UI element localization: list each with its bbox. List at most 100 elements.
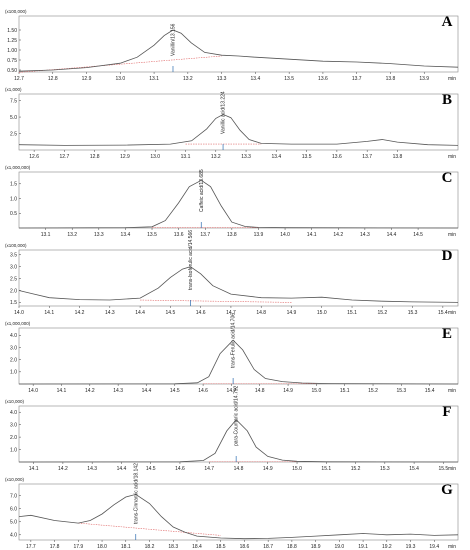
x-tick-label: 14.4 (117, 466, 127, 472)
x-tick-label: 13.1 (41, 232, 51, 238)
panel-e: (x1,000,000) 1.0 2.0 3.0 4.0 14.0 14.1 14.2 14.3… (5, 313, 459, 394)
x-tick-label: 13.4 (121, 232, 131, 238)
x-tick-label: 14.6 (196, 310, 206, 316)
y-tick-label: 3.0 (10, 264, 17, 270)
y-tick-label: 0.75 (7, 58, 17, 64)
x-tick-label: 13.6 (174, 232, 184, 238)
y-tick-label: 2.0 (10, 288, 17, 294)
x-tick-label: 14.9 (263, 466, 273, 472)
x-tick-label: 13.5 (284, 76, 294, 82)
y-tick-label: 1.00 (7, 48, 17, 54)
x-tick-label: 15.0 (312, 388, 322, 394)
x-tick-label: 15.0 (317, 310, 327, 316)
x-unit-label: min (448, 232, 456, 238)
panel-d: (x100,000) 1.5 2.0 2.5 3.0 3.5 14.0 14.1 14.2 14.… (5, 230, 459, 316)
x-tick-label: 15.2 (351, 466, 361, 472)
x-tick-label: 15.4 (425, 388, 435, 394)
x-tick-label: 13.2 (211, 154, 221, 160)
y-tick-label: 7.5 (10, 98, 17, 104)
x-tick-label: 12.7 (14, 76, 24, 82)
x-tick-label: 13.7 (352, 76, 362, 82)
y-tick-label: 2.0 (10, 435, 17, 441)
y-scale-label: (x1,000) (5, 87, 22, 92)
x-tick-label: 15.3 (396, 388, 406, 394)
y-tick-label: 7.0 (10, 494, 17, 500)
integration-baseline (140, 299, 292, 303)
x-tick-label: 14.7 (226, 310, 236, 316)
peak-label: trans-Cinnamic acid/18.142 (133, 463, 139, 524)
plot-frame (18, 93, 459, 151)
x-unit-label: min (448, 76, 456, 82)
y-scale-label: (x10,000) (5, 477, 25, 482)
x-unit-label: min (448, 154, 456, 160)
x-tick-label: 14.2 (333, 232, 343, 238)
chromatogram-trace (18, 113, 459, 146)
y-tick-label: 3.0 (10, 345, 17, 351)
y-tick-label: 1.0 (10, 370, 17, 376)
x-tick-label: 12.9 (120, 154, 130, 160)
x-tick-label: 14.5 (166, 310, 176, 316)
peak-label: para-Coumaric acid/14.792 (234, 385, 240, 446)
x-tick-label: 18.5 (216, 544, 226, 550)
x-tick-label: 14.1 (29, 466, 39, 472)
y-tick-label: 0.5 (10, 211, 17, 217)
x-unit-label: min (448, 388, 456, 394)
x-tick-label: 13.6 (332, 154, 342, 160)
chromatogram-trace (18, 339, 459, 385)
panel-letter: B (442, 92, 452, 108)
plot-frame (18, 483, 459, 541)
x-tick-label: 14.8 (256, 310, 266, 316)
x-tick-label: 13.0 (115, 76, 125, 82)
x-tick-label: 18.2 (145, 544, 155, 550)
x-tick-label: 13.9 (254, 232, 264, 238)
x-tick-label: 14.1 (44, 310, 54, 316)
y-tick-label: 2.5 (10, 276, 17, 282)
peak-label: trans-Ferulic acid/14.706 (231, 313, 237, 368)
x-tick-label: 13.0 (150, 154, 160, 160)
x-tick-label: 18.3 (168, 544, 178, 550)
x-tick-label: 14.2 (85, 388, 95, 394)
y-tick-label: 1.50 (7, 28, 17, 34)
y-tick-label: 2.0 (10, 357, 17, 363)
panel-f: (x10,000) 1.0 2.0 3.0 4.0 14.1 14.2 14.3 14.4 14.… (5, 385, 459, 472)
x-tick-label: 13.6 (318, 76, 328, 82)
y-tick-label: 3.0 (10, 422, 17, 428)
panel-a: (x100,000) 0.50 0.75 1.00 1.25 1.50 12.7 12.8 12… (5, 9, 459, 82)
x-tick-label: 14.0 (280, 232, 290, 238)
x-tick-label: 14.7 (227, 388, 237, 394)
peak-label: Caffeic acid/13.685 (199, 169, 205, 212)
panel-letter: A (442, 14, 453, 30)
x-tick-label: 15.3 (408, 310, 418, 316)
x-tick-label: 18.6 (240, 544, 250, 550)
x-tick-label: 12.9 (82, 76, 92, 82)
y-scale-label: (x10,000) (5, 399, 25, 404)
x-tick-label: 19.4 (429, 544, 439, 550)
y-tick-label: 4.0 (10, 410, 17, 416)
x-tick-label: 13.4 (271, 154, 281, 160)
x-tick-label: 13.2 (67, 232, 77, 238)
panel-b: (x1,000) 2.5 5.0 7.5 12.6 12.7 12.8 12.9 13.0 13.… (5, 87, 459, 160)
x-tick-label: 14.4 (387, 232, 397, 238)
x-tick-label: 12.7 (60, 154, 70, 160)
panel-c: (x1,000,000) 0.5 1.0 1.5 13.1 13.2 13.3 13.4 13.… (5, 165, 459, 238)
integration-baseline (78, 522, 221, 536)
y-scale-label: (x100,000) (5, 9, 27, 14)
x-tick-label: 15.1 (321, 466, 331, 472)
chromatogram-trace (18, 419, 459, 463)
x-tick-label: 14.6 (175, 466, 185, 472)
y-tick-label: 5.0 (10, 115, 17, 121)
x-tick-label: 14.4 (135, 310, 145, 316)
y-tick-label: 3.5 (10, 253, 17, 259)
y-tick-label: 2.5 (10, 131, 17, 137)
x-tick-label: 14.4 (142, 388, 152, 394)
x-tick-label: 15.4 (409, 466, 419, 472)
x-tick-label: 14.5 (146, 466, 156, 472)
x-tick-label: 13.1 (181, 154, 191, 160)
x-tick-label: 13.8 (386, 76, 396, 82)
plot-frame (18, 327, 459, 385)
x-tick-label: 15.5 (438, 466, 448, 472)
x-unit-label: min (448, 310, 456, 316)
chromatogram-trace (18, 493, 459, 540)
x-tick-label: 17.9 (73, 544, 83, 550)
x-tick-label: 13.7 (362, 154, 372, 160)
